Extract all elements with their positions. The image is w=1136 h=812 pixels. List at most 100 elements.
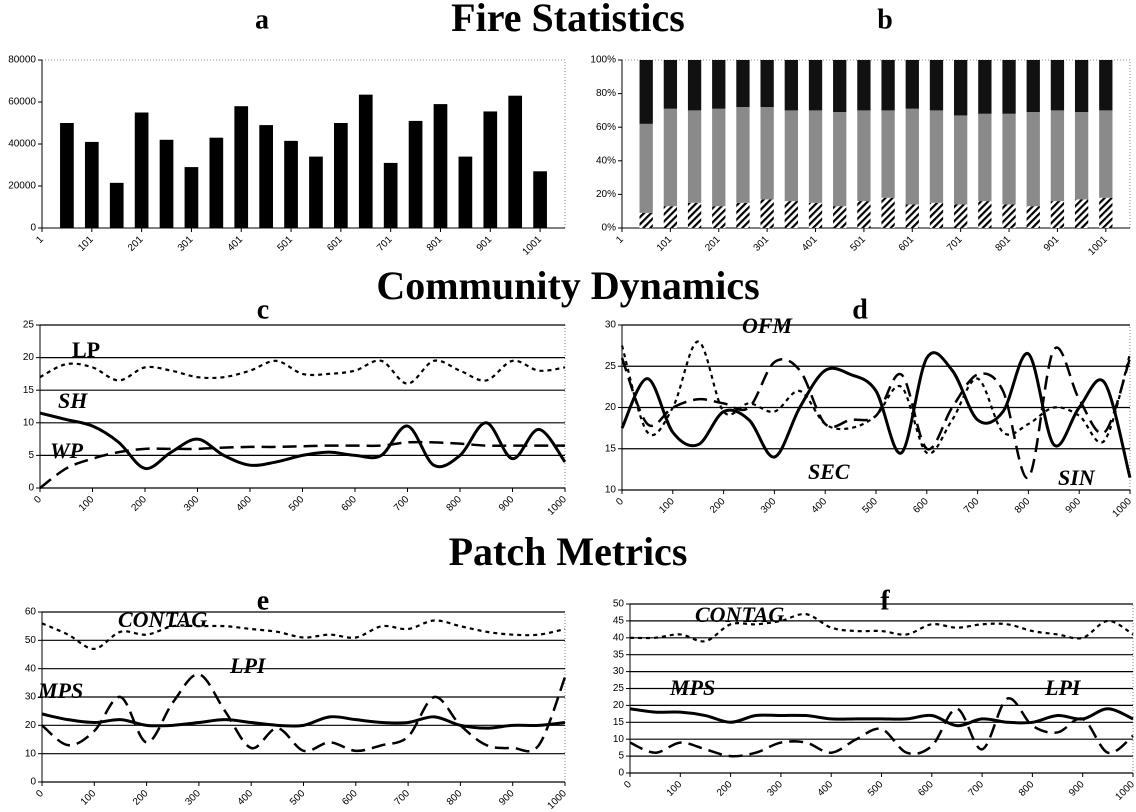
bar-segment bbox=[808, 202, 823, 228]
bar-segment bbox=[663, 206, 678, 228]
panel-title: a bbox=[255, 4, 269, 35]
series-label: OFM bbox=[742, 313, 794, 338]
bar-segment bbox=[1050, 60, 1065, 111]
x-tick-label: 100 bbox=[657, 496, 677, 516]
bar-segment bbox=[1099, 110, 1113, 198]
panel-title: d bbox=[852, 294, 868, 325]
x-tick-label: 800 bbox=[1017, 779, 1037, 799]
x-tick-label: 200 bbox=[715, 779, 735, 799]
bar-segment bbox=[954, 204, 968, 228]
x-tick-label: 801 bbox=[993, 234, 1013, 254]
x-tick-label: 201 bbox=[126, 234, 146, 254]
bar bbox=[358, 94, 373, 229]
bar-segment bbox=[1026, 206, 1040, 228]
y-tick-label: 40000 bbox=[8, 139, 36, 150]
y-tick-label: 50 bbox=[25, 635, 37, 646]
series-label: CONTAG bbox=[695, 602, 784, 627]
y-tick-label: 40 bbox=[613, 632, 625, 643]
y-tick-label: 15 bbox=[23, 385, 35, 396]
bar bbox=[533, 171, 547, 228]
y-tick-label: 80000 bbox=[8, 55, 36, 66]
x-tick-label: 1000 bbox=[1110, 496, 1134, 520]
x-tick-label: 400 bbox=[234, 494, 254, 514]
series-line bbox=[39, 411, 567, 470]
bar bbox=[458, 156, 473, 228]
bar bbox=[383, 162, 398, 228]
bar bbox=[433, 104, 448, 228]
bar-segment bbox=[1002, 60, 1016, 114]
series-line bbox=[41, 619, 566, 650]
x-tick-label: 1001 bbox=[521, 234, 545, 258]
bar-segment bbox=[905, 108, 919, 205]
bar-segment bbox=[639, 212, 653, 228]
plot-area bbox=[39, 324, 566, 489]
x-tick-label: 1000 bbox=[1113, 779, 1136, 803]
y-tick-label: 25 bbox=[605, 361, 617, 372]
y-tick-label: 25 bbox=[23, 320, 35, 331]
x-tick-label: 900 bbox=[1067, 779, 1087, 799]
bar-segment bbox=[881, 60, 895, 111]
x-tick-label: 400 bbox=[816, 779, 836, 799]
x-tick-label: 901 bbox=[475, 234, 495, 254]
series-line bbox=[41, 673, 567, 753]
y-tick-label: 0 bbox=[30, 223, 36, 234]
bar-segment bbox=[833, 60, 847, 113]
bar-segment bbox=[857, 110, 871, 202]
x-tick-label: 201 bbox=[703, 234, 723, 254]
x-tick-label: 700 bbox=[962, 496, 982, 516]
y-tick-label: 30 bbox=[605, 320, 617, 331]
bar bbox=[134, 112, 149, 228]
bar bbox=[184, 167, 199, 228]
x-tick-label: 701 bbox=[945, 234, 965, 254]
x-tick-label: 200 bbox=[708, 496, 728, 516]
series-label: CONTAG bbox=[118, 607, 207, 632]
bar-segment bbox=[687, 110, 702, 203]
chart-panel: a 0 20000 40000 60000 80000 1 101 201 301 401 501 60… bbox=[8, 4, 566, 258]
chart-panel: c 0 5 10 15 20 25 0 100 200 300 400 500 600 700 800 900 1… bbox=[23, 294, 569, 517]
bar bbox=[60, 123, 74, 228]
x-tick-label: 100 bbox=[77, 494, 97, 514]
y-tick-label: 50 bbox=[613, 599, 625, 610]
y-tick-label: 40 bbox=[25, 663, 37, 674]
bar-segment bbox=[808, 110, 823, 203]
x-tick-label: 1 bbox=[34, 234, 46, 246]
x-tick-label: 100 bbox=[665, 779, 685, 799]
x-tick-label: 801 bbox=[425, 234, 445, 254]
y-tick-label: 80% bbox=[596, 88, 616, 99]
x-tick-label: 901 bbox=[1042, 234, 1062, 254]
y-tick-label: 60000 bbox=[8, 97, 36, 108]
x-tick-label: 500 bbox=[860, 496, 880, 516]
bar-segment bbox=[954, 60, 968, 116]
bar-segment bbox=[712, 206, 726, 228]
bar bbox=[259, 125, 273, 228]
bar-segment bbox=[978, 201, 992, 228]
bar-segment bbox=[978, 113, 992, 202]
bar-segment bbox=[639, 123, 653, 213]
bar bbox=[109, 182, 124, 228]
bar bbox=[483, 111, 498, 228]
y-tick-label: 20 bbox=[605, 402, 617, 413]
x-tick-label: 300 bbox=[765, 779, 785, 799]
panel-title: b bbox=[877, 4, 893, 35]
bar bbox=[334, 123, 348, 228]
x-tick-label: 600 bbox=[340, 788, 360, 808]
bar-segment bbox=[833, 112, 847, 207]
x-tick-label: 300 bbox=[183, 788, 203, 808]
x-tick-label: 500 bbox=[866, 779, 886, 799]
bar-segment bbox=[663, 108, 678, 207]
x-tick-label: 900 bbox=[1064, 496, 1084, 516]
bar-segment bbox=[1026, 112, 1040, 207]
bar-segment bbox=[784, 201, 798, 228]
bar-segment bbox=[808, 60, 823, 111]
bar bbox=[408, 120, 423, 228]
bar-segment bbox=[881, 110, 895, 198]
bar-segment bbox=[760, 199, 774, 228]
bar-segment bbox=[1002, 113, 1016, 205]
y-tick-label: 15 bbox=[605, 443, 617, 454]
bar-segment bbox=[857, 201, 871, 228]
bar-segment bbox=[1026, 60, 1040, 113]
y-tick-label: 60% bbox=[596, 122, 616, 133]
x-tick-label: 500 bbox=[287, 494, 307, 514]
y-tick-label: 5 bbox=[28, 450, 34, 461]
